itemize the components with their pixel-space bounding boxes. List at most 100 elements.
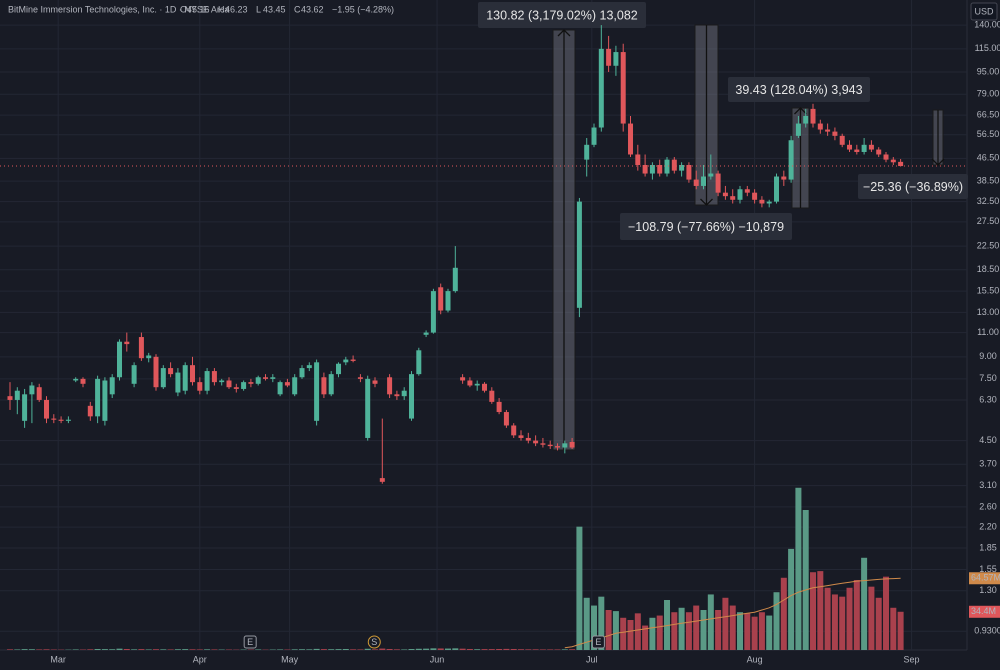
volume-label-box <box>969 605 1000 618</box>
candle-body <box>438 287 444 311</box>
volume-bar <box>700 610 707 650</box>
currency-box[interactable] <box>970 2 998 21</box>
volume-bar <box>831 594 838 650</box>
volume-bar <box>846 587 853 650</box>
y-tick-label: 1.85 <box>979 542 997 552</box>
volume-bar <box>138 649 145 650</box>
candle-body <box>95 378 101 417</box>
candle-body <box>58 419 64 421</box>
candle-body <box>160 368 166 388</box>
volume-bar <box>7 649 14 650</box>
candle-body <box>270 377 276 379</box>
volume-bar <box>123 649 130 650</box>
volume-bar <box>875 597 882 650</box>
volume-bar <box>101 649 108 650</box>
y-tick-label: 2.20 <box>979 521 997 531</box>
candle-body <box>255 377 261 384</box>
volume-bar <box>28 649 35 650</box>
volume-bar <box>335 649 342 650</box>
y-tick-label: 22.50 <box>977 240 1000 250</box>
candle-body <box>197 382 203 391</box>
candle-body <box>584 144 590 160</box>
volume-ma-label: 64.57M <box>971 573 1000 583</box>
candle-body <box>44 399 50 419</box>
candle-body <box>401 390 407 397</box>
candle-body <box>788 140 794 180</box>
volume-bar <box>525 649 532 650</box>
measure-box <box>728 77 870 102</box>
volume-bar <box>591 605 598 650</box>
volume-bar <box>532 649 539 650</box>
candle-body <box>343 359 349 363</box>
volume-bar <box>109 649 116 650</box>
ohlc-key: C <box>294 4 301 14</box>
volume-bar <box>671 612 678 650</box>
volume-bar <box>452 648 459 650</box>
candle-body <box>168 368 174 375</box>
volume-bar <box>744 613 751 650</box>
measure-label: 39.43 (128.04%) 3,943 <box>735 83 862 97</box>
y-tick-label: 3.70 <box>979 459 997 469</box>
candle-body <box>109 377 115 395</box>
volume-bar <box>496 649 503 650</box>
candle-body <box>409 374 415 419</box>
volume-bar <box>780 577 787 650</box>
currency[interactable]: USD <box>974 6 994 16</box>
candle-body <box>263 377 269 379</box>
volume-bar <box>393 649 400 650</box>
volume-bar <box>211 649 218 650</box>
volume-bar <box>430 648 437 650</box>
volume-bar <box>685 612 692 650</box>
y-tick-label: 2.60 <box>979 501 997 511</box>
candle-body <box>496 401 502 413</box>
event-label: S <box>371 637 377 647</box>
measure-arrow <box>557 29 571 450</box>
candle-body <box>36 387 42 400</box>
header: BitMine Immersion Technologies, Inc. · 1… <box>8 4 394 14</box>
grid <box>0 0 967 650</box>
candle-body <box>102 380 108 421</box>
candle-body <box>474 383 480 386</box>
volume-ma-label-box <box>969 572 1000 585</box>
candle-body <box>73 378 79 381</box>
candle-body <box>22 394 28 421</box>
volume-bar <box>320 649 327 650</box>
candle-body <box>503 412 509 426</box>
volume-bar <box>160 649 167 650</box>
volume-bar <box>379 648 386 650</box>
candle-body <box>693 179 699 186</box>
volume-bar <box>131 649 138 650</box>
volume-bar <box>415 648 422 650</box>
volume-bar <box>693 605 700 650</box>
y-tick-label: 56.50 <box>977 129 1000 139</box>
y-tick-label: 13.00 <box>977 307 1000 317</box>
candle-body <box>518 435 524 438</box>
volume-bar <box>204 649 211 650</box>
x-tick-label: Sep <box>904 654 920 664</box>
volume-bar <box>751 616 758 650</box>
candle-body <box>292 377 298 395</box>
volume-bar <box>87 649 94 650</box>
candle-body <box>795 123 801 136</box>
volume-bar <box>664 600 671 650</box>
candle-body <box>839 135 845 145</box>
candle-body <box>635 154 641 166</box>
volume-bar <box>897 611 904 650</box>
volume-bar <box>678 607 685 650</box>
candle-body <box>321 377 327 395</box>
candle-body <box>14 390 20 400</box>
volume-bar <box>21 649 28 650</box>
candle-body <box>701 176 707 186</box>
ohlc-key: O <box>180 4 187 14</box>
y-tick-label: 6.30 <box>979 394 997 404</box>
volume-bar <box>561 649 568 650</box>
volume-bar <box>656 615 663 650</box>
candle-body <box>241 382 247 389</box>
y-tick-label: 11.00 <box>977 327 999 337</box>
y-tick-label: 18.50 <box>977 264 1000 274</box>
candle-body <box>620 52 626 124</box>
volume-bar <box>189 649 196 650</box>
event-icon <box>243 635 257 649</box>
candle-body <box>284 382 290 386</box>
candle-body <box>817 123 823 130</box>
